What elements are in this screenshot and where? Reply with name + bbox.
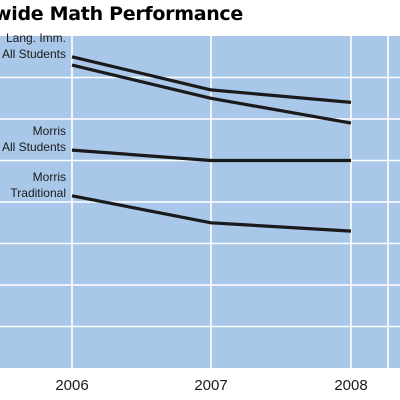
x-axis-ticks: 2006 2007 2008 xyxy=(55,377,367,394)
series-line-4 xyxy=(71,194,352,233)
series-label-1-line-1: Lang. Imm. xyxy=(6,31,66,45)
series-lines xyxy=(71,55,352,233)
x-tick-label-2007: 2007 xyxy=(194,377,227,394)
series-line-3 xyxy=(71,148,351,163)
series-line-1 xyxy=(71,55,352,104)
series-label-2-line-1: Morris xyxy=(33,124,66,138)
x-tick-label-2008: 2008 xyxy=(334,377,367,394)
series-label-3-line-1: Morris xyxy=(33,170,66,184)
series-labels: Lang. Imm. All Students Morris All Students… xyxy=(2,31,66,200)
series-line-2 xyxy=(71,63,352,125)
series-label-1-line-2: All Students xyxy=(2,47,66,61)
series-label-2-line-2: All Students xyxy=(2,140,66,154)
x-tick-label-2006: 2006 xyxy=(55,377,88,394)
series-label-3-line-2: Traditional xyxy=(10,186,66,200)
chart-title: wide Math Performance xyxy=(0,3,243,25)
